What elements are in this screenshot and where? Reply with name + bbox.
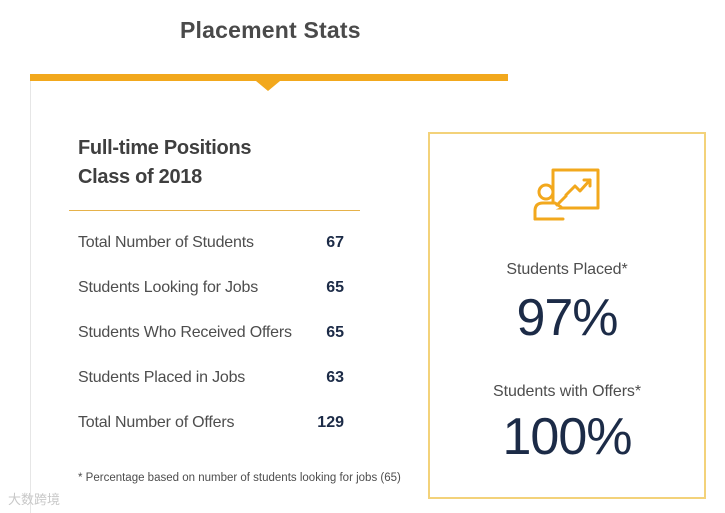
stat-row-looking-for-jobs: Students Looking for Jobs 65 [78, 265, 344, 310]
stat-label: Total Number of Offers [78, 413, 235, 431]
students-placed-label: Students Placed* [506, 261, 628, 278]
stat-value: 67 [326, 233, 344, 251]
stat-label: Students Looking for Jobs [78, 278, 259, 296]
stat-row-total-students: Total Number of Students 67 [78, 220, 344, 265]
heading-divider [69, 210, 360, 211]
stats-list: Total Number of Students 67 Students Loo… [78, 220, 344, 445]
placement-summary-card: Students Placed* 97% Students with Offer… [428, 132, 706, 499]
stat-value: 63 [326, 368, 344, 386]
stat-value: 65 [326, 278, 344, 296]
students-offers-value: 100% [502, 408, 633, 466]
watermark: 大数跨境 [8, 492, 61, 507]
accent-bar [30, 74, 508, 81]
stat-label: Students Placed in Jobs [78, 368, 246, 386]
stat-label: Students Who Received Offers [78, 323, 292, 341]
section-heading: Full-time Positions Class of 2018 [78, 134, 252, 192]
page-title: Placement Stats [180, 17, 361, 43]
section-heading-line1: Full-time Positions [78, 137, 252, 159]
accent-pointer-icon [256, 81, 280, 91]
presentation-growth-icon [533, 168, 600, 221]
footnote: * Percentage based on number of students… [78, 472, 401, 484]
stat-value: 129 [317, 413, 344, 431]
stat-row-placed-in-jobs: Students Placed in Jobs 63 [78, 355, 344, 400]
section-heading-line2: Class of 2018 [78, 166, 202, 188]
stat-row-received-offers: Students Who Received Offers 65 [78, 310, 344, 355]
left-divider [30, 81, 31, 513]
students-offers-label: Students with Offers* [493, 383, 641, 400]
stat-label: Total Number of Students [78, 233, 254, 251]
stat-row-total-offers: Total Number of Offers 129 [78, 400, 344, 445]
stat-value: 65 [326, 323, 344, 341]
students-placed-value: 97% [516, 289, 618, 347]
